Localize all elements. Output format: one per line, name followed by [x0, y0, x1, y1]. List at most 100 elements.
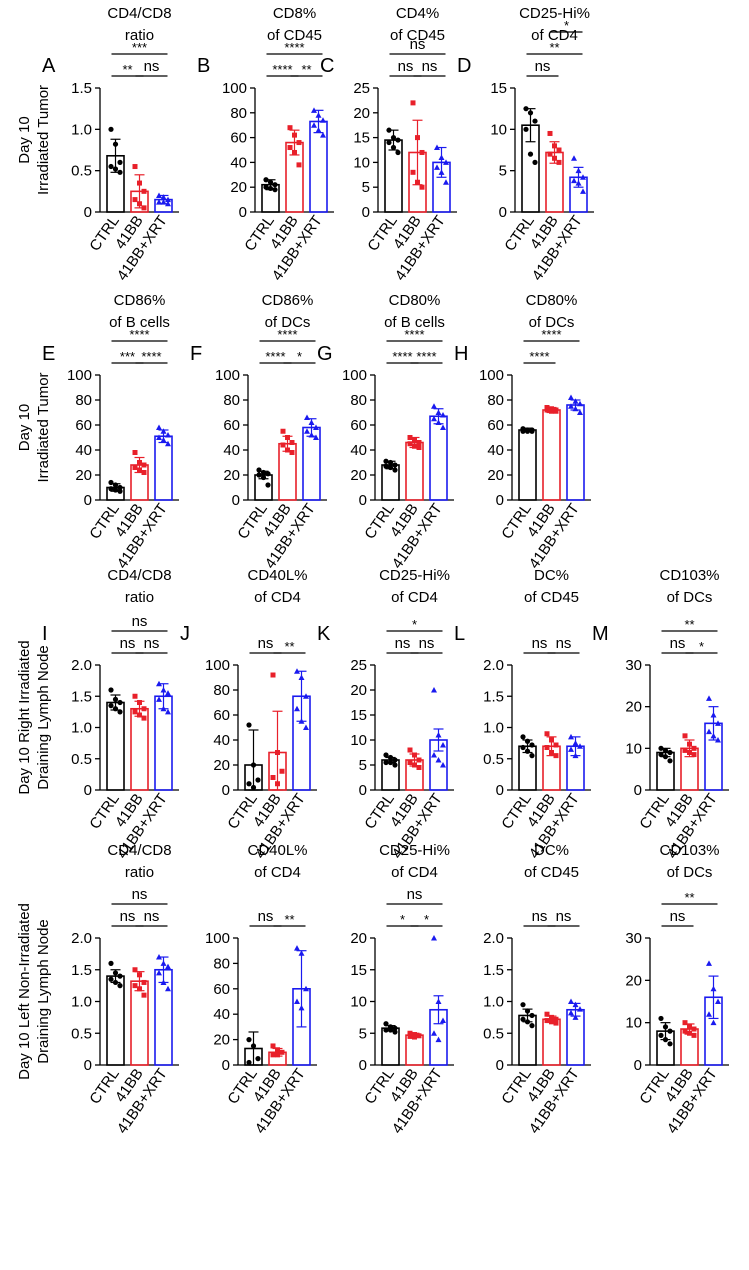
- data-point: [156, 424, 162, 430]
- data-point: [117, 484, 123, 491]
- significance-label: ns: [670, 635, 686, 652]
- panel-title-line: CD86%: [114, 292, 166, 309]
- panel: CD25-Hi%of CD4K0510152025CTRL41BB41BB+XR…: [317, 567, 454, 862]
- data-point: [387, 459, 394, 466]
- significance-label: ***: [120, 349, 135, 364]
- significance-label: ****: [284, 40, 304, 55]
- data-point: [296, 140, 302, 146]
- bar: [542, 409, 561, 501]
- panel-title-line: CD4/CD8: [107, 567, 171, 584]
- panel-title-line: of CD4: [391, 589, 438, 606]
- data-point: [112, 487, 119, 493]
- data-point: [265, 471, 271, 477]
- y-tick-label: 25: [350, 657, 367, 674]
- data-point: [580, 188, 586, 194]
- data-point: [117, 169, 123, 175]
- data-point: [386, 127, 392, 133]
- data-point: [250, 762, 257, 768]
- data-point: [275, 1047, 280, 1053]
- data-point: [392, 462, 398, 468]
- data-point: [524, 1019, 531, 1025]
- bar: [130, 707, 149, 791]
- data-point: [412, 437, 417, 443]
- data-point: [568, 733, 574, 740]
- y-tick-label: 40: [487, 442, 504, 459]
- data-point: [289, 450, 295, 455]
- data-point: [313, 424, 319, 430]
- y-tick-label: 1.0: [71, 720, 92, 737]
- data-point: [285, 447, 290, 453]
- data-point: [435, 1036, 442, 1043]
- data-point: [392, 762, 398, 768]
- data-point: [715, 720, 721, 726]
- data-point: [137, 986, 142, 992]
- data-point: [568, 746, 574, 752]
- panel-title-line: of DCs: [667, 589, 713, 606]
- data-point: [383, 1027, 389, 1033]
- significance-label: *: [400, 912, 405, 927]
- panel-title-line: CD40L%: [247, 842, 307, 859]
- y-tick-label: 0: [84, 1057, 92, 1074]
- significance-label: *: [412, 617, 417, 632]
- row-label: Day 10 Irradiated Tumor: [16, 372, 52, 482]
- data-point: [112, 141, 119, 147]
- y-tick-label: 20: [625, 972, 642, 989]
- data-point: [529, 428, 535, 434]
- y-tick-label: 80: [75, 392, 92, 409]
- y-tick-label: 20: [223, 467, 240, 484]
- significance-label: *: [699, 639, 704, 654]
- y-tick-label: 60: [223, 417, 240, 434]
- panel-title-line: of CD4: [531, 27, 578, 44]
- data-point: [706, 695, 712, 701]
- y-tick-label: 0.5: [71, 163, 92, 180]
- y-tick-label: 10: [353, 154, 370, 171]
- panel-letter: J: [180, 623, 190, 645]
- data-point: [407, 441, 413, 447]
- significance-label: ****: [265, 349, 285, 364]
- data-point: [529, 753, 535, 759]
- data-point: [553, 753, 559, 759]
- data-point: [156, 199, 162, 205]
- y-tick-label: 1.5: [71, 80, 92, 97]
- significance-label: ns: [532, 908, 548, 925]
- data-point: [156, 969, 162, 976]
- significance-label: ns: [132, 886, 148, 903]
- data-point: [165, 708, 171, 715]
- data-point: [165, 196, 171, 203]
- data-point: [141, 470, 147, 475]
- significance-label: **: [684, 617, 694, 632]
- data-point: [524, 738, 531, 744]
- data-point: [108, 960, 114, 967]
- significance-label: **: [549, 40, 559, 55]
- panel-title-line: CD4%: [396, 5, 439, 22]
- data-point: [275, 750, 280, 755]
- data-point: [556, 147, 562, 153]
- y-tick-label: 20: [230, 179, 247, 196]
- data-point: [160, 960, 167, 966]
- data-point: [311, 107, 317, 113]
- data-point: [571, 155, 577, 161]
- data-point: [117, 973, 123, 979]
- data-point: [407, 760, 413, 765]
- panel-title-line: DC%: [534, 567, 569, 584]
- panel-title-line: of B cells: [384, 314, 445, 331]
- data-point: [294, 945, 300, 951]
- panel-title-line: CD103%: [659, 842, 719, 859]
- panel: CD80%of DCsH020406080100CTRL41BB41BB+XRT…: [454, 292, 591, 572]
- y-tick-label: 0: [359, 492, 367, 509]
- data-point: [280, 442, 286, 448]
- panel-title-line: of CD45: [524, 864, 579, 881]
- significance-label: ns: [670, 908, 686, 925]
- panel-title-line: CD103%: [659, 567, 719, 584]
- data-point: [523, 126, 529, 132]
- data-point: [270, 1052, 276, 1058]
- data-point: [279, 1049, 285, 1055]
- data-point: [117, 709, 123, 715]
- data-point: [246, 722, 252, 728]
- data-point: [160, 428, 167, 434]
- data-point: [440, 424, 446, 430]
- data-point: [156, 434, 162, 440]
- y-tick-label: 60: [487, 417, 504, 434]
